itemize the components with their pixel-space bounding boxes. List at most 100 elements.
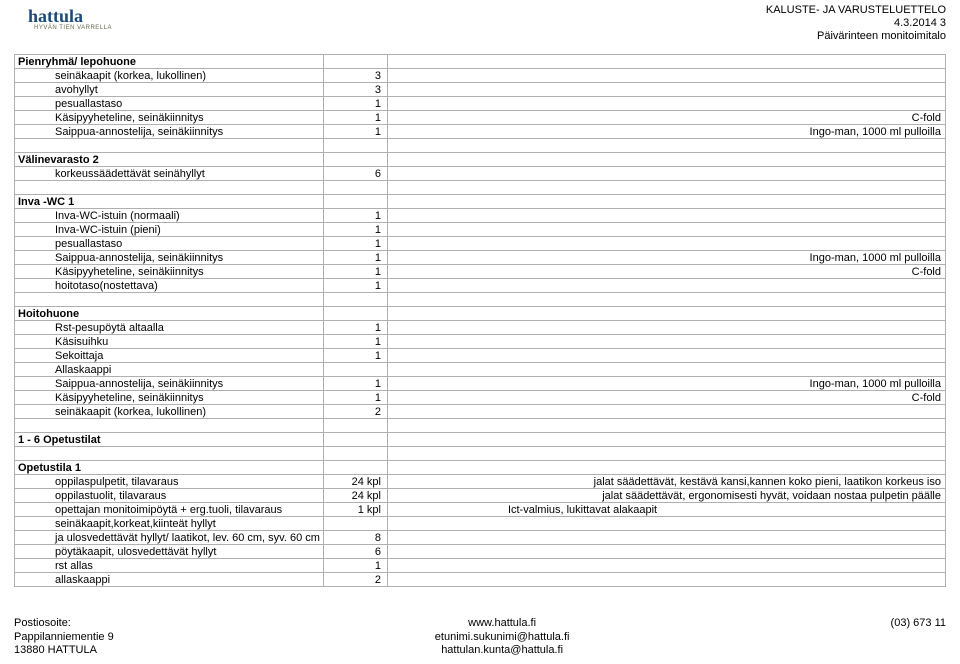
item-name: opettajan monitoimipöytä + erg.tuoli, ti… [15,503,324,517]
item-qty: 1 [323,349,387,363]
item-qty: 1 kpl [323,503,387,517]
item-note: Ingo-man, 1000 ml pulloilla [387,251,945,265]
logo-text: hattula [28,6,83,27]
header-line-1: KALUSTE- JA VARUSTELUETTELO [766,4,946,17]
cell [387,433,945,447]
table-row: hoitotaso(nostettava)1 [15,279,946,293]
item-qty: 24 kpl [323,475,387,489]
item-name: seinäkaapit (korkea, lukollinen) [15,405,324,419]
item-note [387,405,945,419]
item-name: Sekoittaja [15,349,324,363]
table-row: seinäkaapit (korkea, lukollinen)2 [15,405,946,419]
section-title: 1 - 6 Opetustilat [15,433,324,447]
cell [387,461,945,475]
item-qty: 1 [323,111,387,125]
item-qty: 1 [323,251,387,265]
blank-row [15,139,946,153]
item-note: C-fold [387,111,945,125]
table-row: allaskaappi2 [15,573,946,587]
header-line-2: 4.3.2014 3 [766,17,946,30]
page-footer: Postiosoite: Pappilanniementie 9 13880 H… [14,617,946,658]
item-qty: 24 kpl [323,489,387,503]
item-name: Inva-WC-istuin (pieni) [15,223,324,237]
item-note [387,321,945,335]
table-row: Saippua-annostelija, seinäkiinnitys1Ingo… [15,125,946,139]
item-name: avohyllyt [15,83,324,97]
table-row: Käsipyyheteline, seinäkiinnitys1C-fold [15,111,946,125]
item-name: pesuallastaso [15,237,324,251]
cell [323,307,387,321]
logo-subtitle: HYVÄN TIEN VARRELLA [34,25,112,31]
item-note: C-fold [387,265,945,279]
table-row: oppilaspulpetit, tilavaraus24 kpljalat s… [15,475,946,489]
item-name: oppilastuolit, tilavaraus [15,489,324,503]
table-row: pesuallastaso1 [15,97,946,111]
section-header-row: Välinevarasto 2 [15,153,946,167]
item-name: pesuallastaso [15,97,324,111]
table-row: Inva-WC-istuin (normaali)1 [15,209,946,223]
item-note [387,279,945,293]
blank-row [15,447,946,461]
item-name: hoitotaso(nostettava) [15,279,324,293]
section-header-row: 1 - 6 Opetustilat [15,433,946,447]
table-row: seinäkaapit,korkeat,kiinteät hyllyt [15,517,946,531]
item-note [387,69,945,83]
item-name: seinäkaapit (korkea, lukollinen) [15,69,324,83]
table-row: Rst-pesupöytä altaalla1 [15,321,946,335]
section-title: Hoitohuone [15,307,324,321]
item-name: Inva-WC-istuin (normaali) [15,209,324,223]
blank-row [15,181,946,195]
item-note [387,167,945,181]
item-name: Käsipyyheteline, seinäkiinnitys [15,265,324,279]
item-qty: 1 [323,321,387,335]
table-row: Sekoittaja1 [15,349,946,363]
item-note: C-fold [387,391,945,405]
item-name: Käsipyyheteline, seinäkiinnitys [15,111,324,125]
item-name: Saippua-annostelija, seinäkiinnitys [15,251,324,265]
item-note: Ict-valmius, lukittavat alakaapit [387,503,945,517]
table-row: Saippua-annostelija, seinäkiinnitys1Ingo… [15,251,946,265]
cell [387,307,945,321]
item-qty: 6 [323,167,387,181]
item-name: Käsipyyheteline, seinäkiinnitys [15,391,324,405]
document-header: KALUSTE- JA VARUSTELUETTELO 4.3.2014 3 P… [766,4,946,44]
item-qty: 3 [323,69,387,83]
item-note: jalat säädettävät, ergonomisesti hyvät, … [387,489,945,503]
cell [323,55,387,69]
section-header-row: Hoitohuone [15,307,946,321]
table-row: Allaskaappi [15,363,946,377]
cell [387,55,945,69]
item-qty: 1 [323,559,387,573]
table-row: seinäkaapit (korkea, lukollinen)3 [15,69,946,83]
table-row: pesuallastaso1 [15,237,946,251]
table-row: rst allas1 [15,559,946,573]
footer-right: (03) 673 11 [891,617,946,658]
cell [387,153,945,167]
item-qty: 1 [323,209,387,223]
table-row: ja ulosvedettävät hyllyt/ laatikot, lev.… [15,531,946,545]
item-note [387,517,945,531]
item-name: Allaskaappi [15,363,324,377]
item-qty: 1 [323,237,387,251]
item-qty: 1 [323,391,387,405]
item-qty: 1 [323,265,387,279]
item-qty: 1 [323,97,387,111]
item-qty [323,363,387,377]
item-qty: 1 [323,335,387,349]
section-title: Inva -WC 1 [15,195,324,209]
item-qty: 1 [323,223,387,237]
item-name: korkeussäädettävät seinähyllyt [15,167,324,181]
cell [323,461,387,475]
table-row: oppilastuolit, tilavaraus24 kpljalat sää… [15,489,946,503]
table-row: Käsipyyheteline, seinäkiinnitys1C-fold [15,391,946,405]
table-row: Käsipyyheteline, seinäkiinnitys1C-fold [15,265,946,279]
item-name: ja ulosvedettävät hyllyt/ laatikot, lev.… [15,531,324,545]
item-note [387,349,945,363]
section-title: Välinevarasto 2 [15,153,324,167]
table-row: Saippua-annostelija, seinäkiinnitys1Ingo… [15,377,946,391]
cell [323,153,387,167]
item-note [387,237,945,251]
item-note [387,531,945,545]
blank-row [15,293,946,307]
table-row: pöytäkaapit, ulosvedettävät hyllyt6 [15,545,946,559]
